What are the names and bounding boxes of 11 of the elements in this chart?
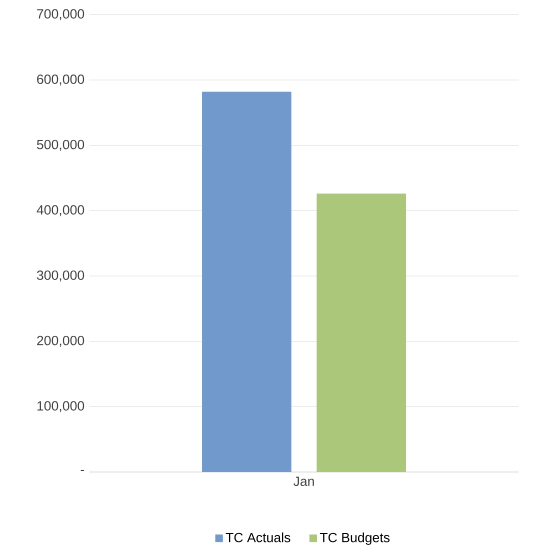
y-tick-label: 400,000: [36, 205, 84, 216]
x-tick-label: Jan: [293, 476, 314, 486]
y-tick-label: 100,000: [37, 401, 84, 412]
y-tick-label: 600,000: [37, 74, 84, 86]
y-tick-label: 700,000: [37, 9, 84, 20]
legend-label: TC Budgets: [320, 532, 390, 545]
legend-label: TC Actuals: [226, 532, 290, 542]
y-tick-label: 300,000: [36, 270, 84, 282]
y-tick-label: -: [80, 470, 84, 471]
y-tick-label: 500,000: [36, 140, 84, 151]
y-tick-label: 200,000: [37, 336, 84, 347]
